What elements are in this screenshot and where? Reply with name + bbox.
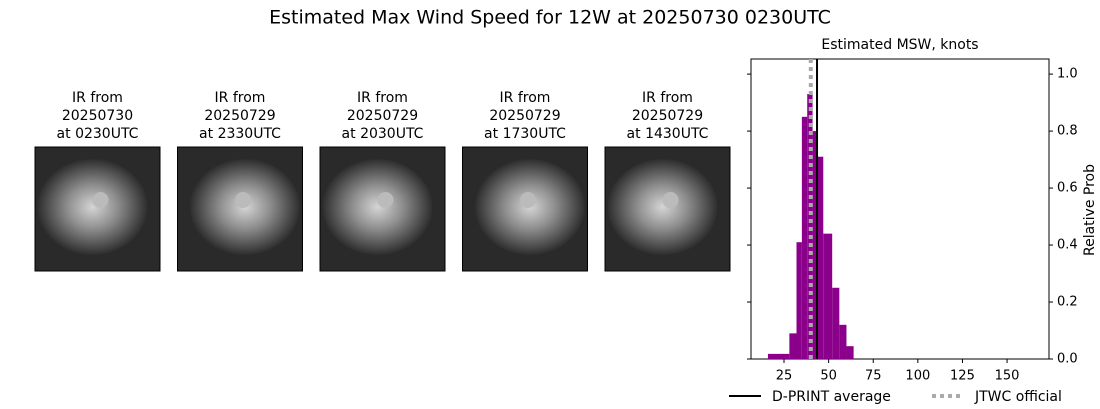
panel-label: 20250730: [62, 108, 133, 124]
ir-eye: [235, 192, 251, 208]
histogram-bar: [817, 156, 824, 359]
ir-cloud: [37, 159, 148, 255]
panel-label: IR from: [215, 90, 266, 106]
panel-label: IR from: [500, 90, 551, 106]
histogram-bar: [789, 333, 797, 359]
x-tick-label: 150: [995, 369, 1020, 384]
ir-cloud: [322, 159, 433, 255]
y2-tick-label: 0.4: [1057, 238, 1078, 253]
y2-tick-label: 0.8: [1057, 124, 1078, 139]
histogram-bar: [812, 131, 818, 359]
panel-label: IR from: [357, 90, 408, 106]
y2-tick-label: 1.0: [1057, 67, 1078, 82]
panel-label: 20250729: [632, 108, 703, 124]
histogram-bar: [846, 346, 854, 359]
ir-eye: [662, 192, 679, 208]
histogram-title: Estimated MSW, knots: [821, 37, 978, 53]
histogram-bar: [801, 116, 808, 360]
ir-eye: [520, 192, 536, 208]
x-tick-label: 100: [905, 369, 930, 384]
panel-label: at 0230UTC: [57, 126, 139, 142]
legend-label: D-PRINT average: [772, 389, 891, 405]
panel-label: at 1730UTC: [484, 126, 566, 142]
ir-eye: [377, 192, 394, 208]
panel-label: IR from: [72, 90, 123, 106]
histogram-bar: [767, 353, 790, 359]
panel-label: 20250729: [204, 108, 275, 124]
y2-axis-label: Relative Prob: [1082, 164, 1098, 256]
histogram-bar: [807, 94, 813, 360]
y2-tick-label: 0.2: [1057, 295, 1078, 310]
x-tick-label: 50: [820, 369, 837, 384]
panel-label: IR from: [642, 90, 693, 106]
y2-tick-label: 0.6: [1057, 181, 1078, 196]
panel-label: at 1430UTC: [627, 126, 709, 142]
histogram-bar: [839, 324, 847, 359]
ir-cloud: [607, 159, 718, 255]
chart-title: Estimated Max Wind Speed for 12W at 2025…: [269, 7, 831, 29]
ir-eye: [92, 192, 109, 208]
histogram-bar: [832, 287, 840, 359]
x-tick-label: 125: [950, 369, 975, 384]
panel-label: 20250729: [347, 108, 418, 124]
legend-label: JTWC official: [974, 389, 1062, 405]
x-tick-label: 25: [776, 369, 793, 384]
plot-frame: [750, 58, 1050, 360]
panel-label: at 2030UTC: [342, 126, 424, 142]
panel-label: 20250729: [489, 108, 560, 124]
panel-label: at 2330UTC: [199, 126, 281, 142]
y2-tick-label: 0.0: [1057, 352, 1078, 367]
histogram-bar: [796, 242, 802, 359]
x-tick-label: 75: [865, 369, 882, 384]
histogram-bar: [823, 233, 833, 359]
